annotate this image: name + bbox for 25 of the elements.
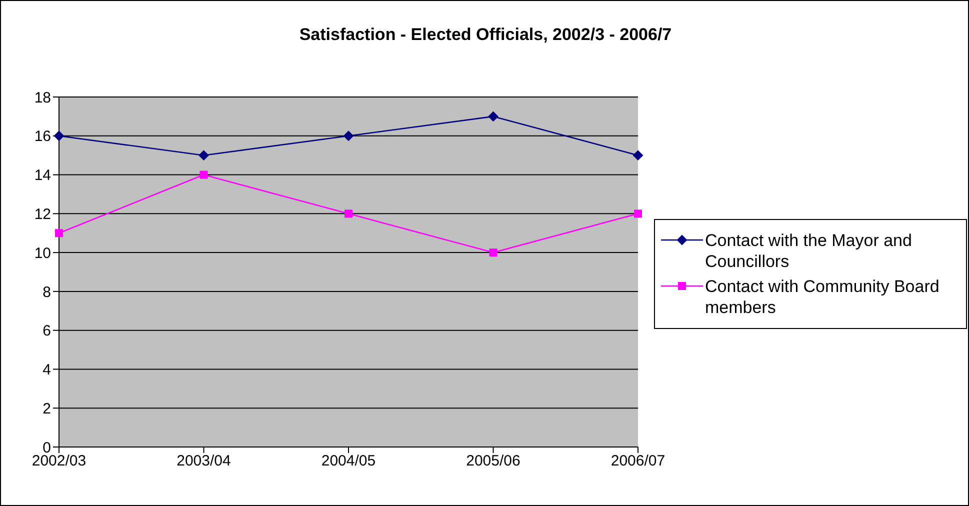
- legend-label: Contact with Community Board members: [705, 276, 940, 318]
- y-tick-label: 4: [42, 362, 51, 379]
- x-tick-label: 2005/06: [466, 452, 520, 470]
- y-tick-label: 8: [42, 284, 51, 301]
- y-tick-label: 16: [34, 128, 51, 146]
- point: [489, 248, 498, 257]
- y-tick-label: 18: [34, 89, 51, 106]
- point: [634, 210, 642, 218]
- y-tick-label: 6: [42, 322, 51, 340]
- y-tick-label: 2: [42, 400, 51, 418]
- point: [344, 130, 354, 141]
- point: [633, 150, 643, 160]
- x-tick-label: 2004/05: [321, 452, 376, 470]
- y-tick-label: 14: [34, 167, 51, 184]
- point: [344, 210, 352, 218]
- point: [55, 229, 63, 238]
- x-tick-label: 2003/04: [176, 452, 231, 470]
- legend-label: Contact with the Mayor and Councillors: [705, 230, 913, 272]
- y-tick-label: 12: [34, 206, 51, 223]
- point: [488, 111, 498, 122]
- x-tick-label: 2006/07: [610, 452, 666, 470]
- chart-title: Satisfaction - Elected Officials, 2002/3 - 2006/7: [298, 25, 673, 45]
- point: [198, 150, 209, 160]
- y-tick-label: 10: [34, 244, 51, 262]
- point: [200, 170, 208, 179]
